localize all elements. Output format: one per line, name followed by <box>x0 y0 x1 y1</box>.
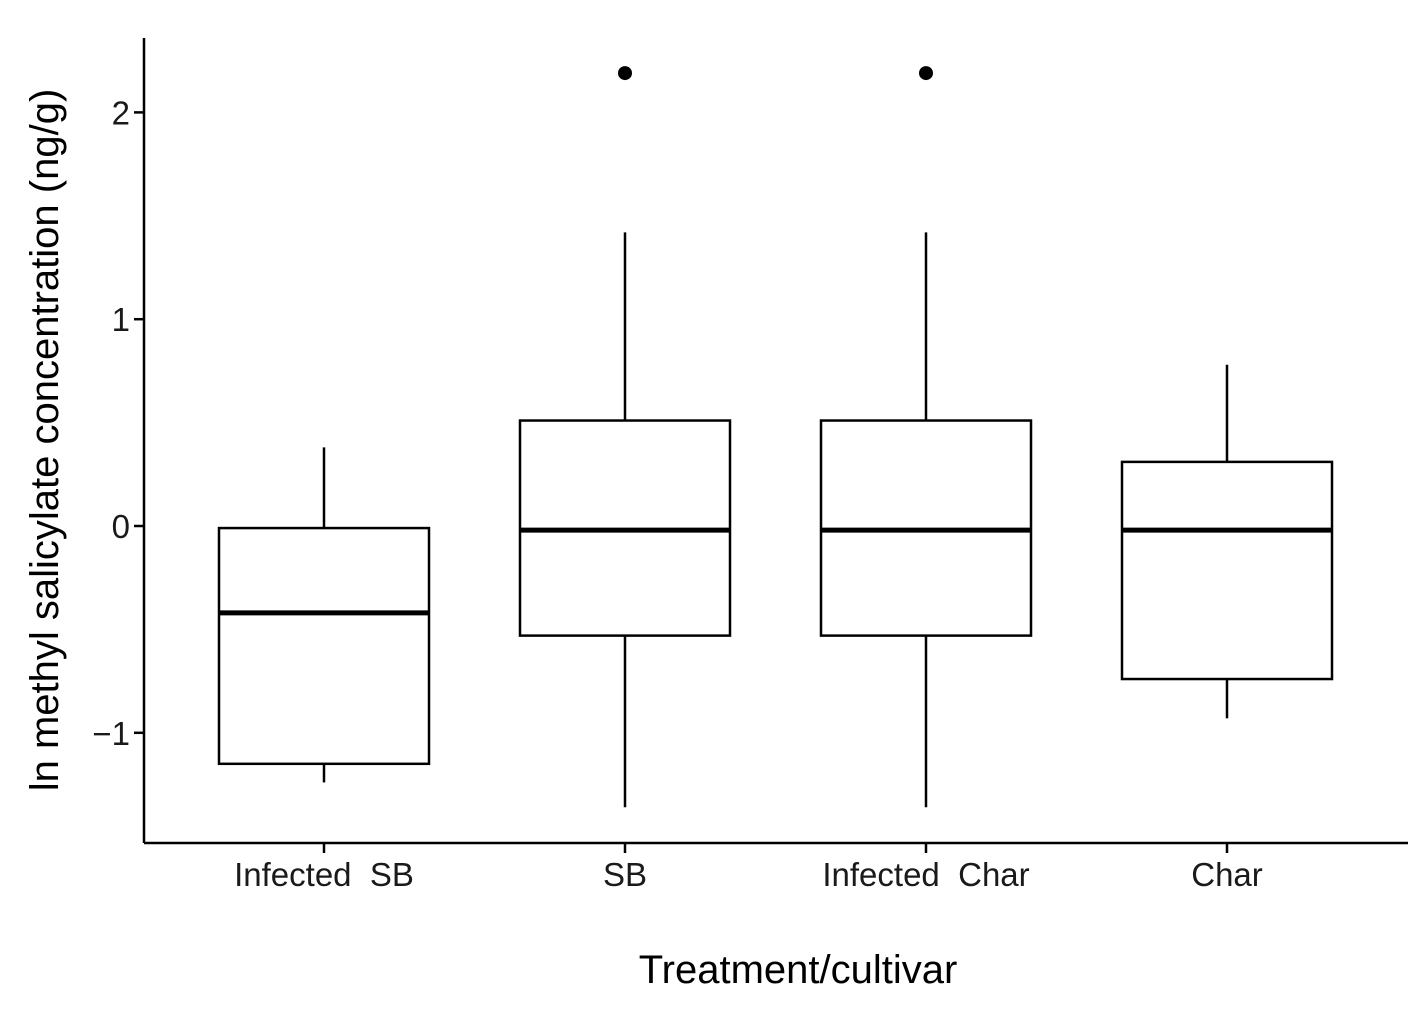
box-group <box>819 66 1033 808</box>
x-axis-ticks: Infected SB SB Infected Char Char <box>234 843 1263 893</box>
box-group <box>217 447 431 783</box>
box-group <box>518 66 732 808</box>
outlier-point <box>919 66 933 81</box>
x-tick-label: Infected SB <box>234 856 414 893</box>
outlier-point <box>618 66 632 81</box>
x-tick-label: SB <box>603 856 647 893</box>
x-axis-title: Treatment/cultivar <box>639 948 958 992</box>
y-tick-label: 1 <box>112 301 130 338</box>
boxes-layer <box>217 66 1334 808</box>
y-tick-label: −1 <box>92 715 130 752</box>
box-iqr <box>217 526 431 766</box>
y-tick-label: 2 <box>112 94 130 131</box>
box-group <box>1120 364 1334 719</box>
y-axis-ticks: −1 0 1 2 <box>92 94 144 752</box>
y-tick-label: 0 <box>112 508 130 545</box>
y-axis-title: ln methyl salicylate concentration (ng/g… <box>23 89 67 792</box>
x-tick-label: Infected Char <box>822 856 1029 893</box>
box-iqr <box>1120 460 1334 681</box>
x-tick-label: Char <box>1191 856 1263 893</box>
